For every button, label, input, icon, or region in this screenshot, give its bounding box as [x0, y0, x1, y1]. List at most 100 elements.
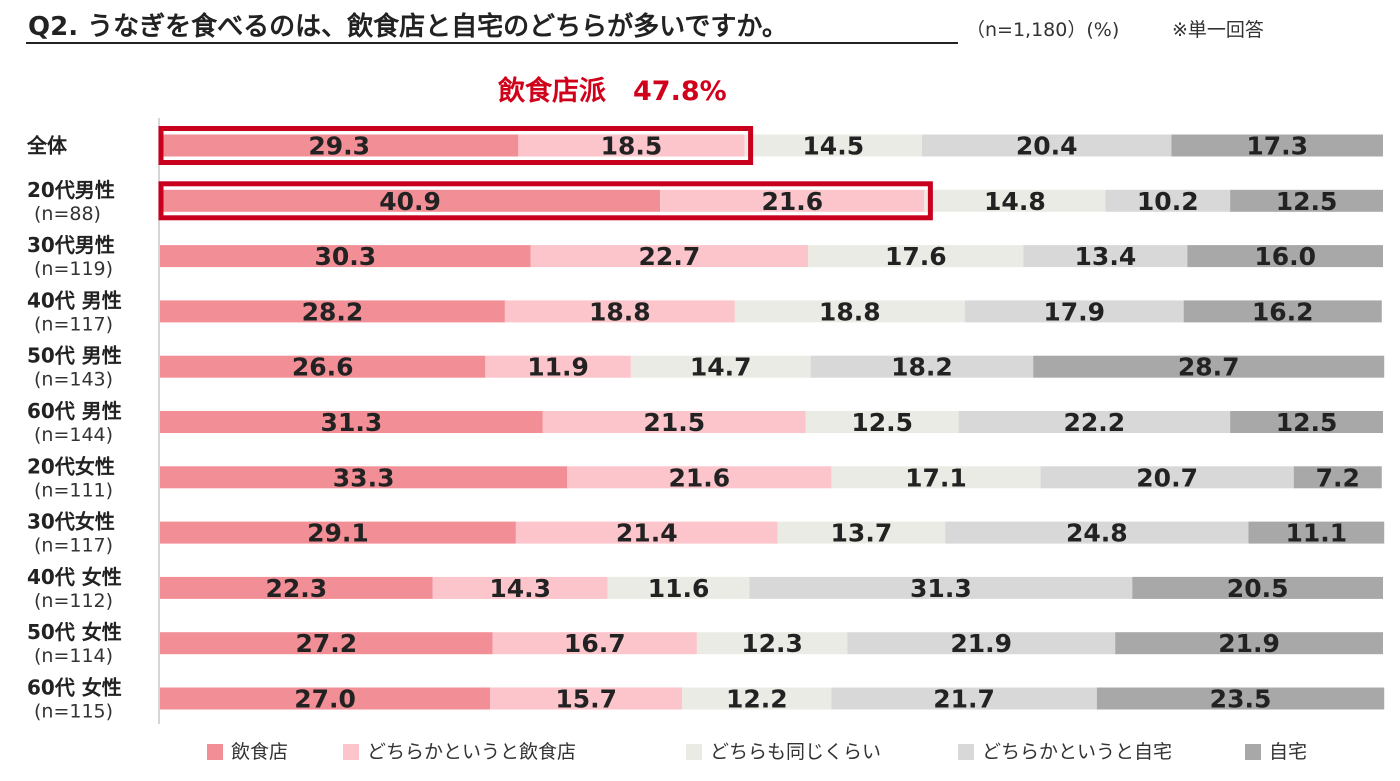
- bar-segment: [1096, 687, 1385, 710]
- bar-segment: [964, 300, 1184, 323]
- bar-segment: [490, 687, 683, 710]
- bar-segment: [805, 411, 959, 433]
- category-sample-size: (n=117): [34, 313, 113, 335]
- category-label: 60代 女性: [27, 676, 122, 700]
- bar-segment: [660, 189, 925, 212]
- bar-value-label: 14.3: [489, 574, 551, 603]
- bar-value-label: 12.3: [741, 629, 803, 658]
- bar-value-label: 18.5: [601, 132, 663, 161]
- bar-segment: [1105, 189, 1231, 212]
- bar-value-label: 13.4: [1075, 242, 1137, 271]
- bar-segment: [492, 632, 697, 655]
- bar-value-label: 28.7: [1178, 353, 1240, 382]
- bar-segment: [432, 576, 608, 599]
- category-label: 50代 女性: [27, 620, 122, 644]
- bar-segment: [1187, 245, 1383, 268]
- category-label: 全体: [26, 134, 68, 158]
- bar-value-label: 20.7: [1136, 463, 1198, 492]
- legend-label: どちらかというと飲食店: [367, 741, 576, 763]
- bar-value-label: 30.3: [314, 242, 376, 271]
- bar-value-label: 26.6: [292, 353, 354, 382]
- bar-segment: [542, 411, 806, 433]
- sample-size: （n=1,180）(%): [966, 19, 1119, 41]
- legend-label: どちらも同じくらい: [710, 741, 881, 763]
- bar-segment: [831, 466, 1041, 489]
- legend-swatch: [207, 744, 223, 760]
- bar-segment: [485, 355, 631, 378]
- bar-segment: [160, 632, 493, 655]
- bar-segment: [1183, 300, 1382, 323]
- category-sample-size: (n=111): [34, 479, 113, 501]
- answer-note: ※単一回答: [1172, 19, 1264, 41]
- bar-value-label: 23.5: [1210, 685, 1272, 714]
- bar-value-label: 21.4: [616, 519, 678, 548]
- bar-segment: [160, 355, 486, 378]
- bar-value-label: 11.1: [1286, 519, 1348, 548]
- bar-segment: [518, 134, 745, 157]
- bar-segment: [831, 687, 1097, 710]
- bar-segment: [924, 189, 1106, 212]
- bar-value-label: 28.2: [302, 297, 364, 326]
- bar-value-label: 29.1: [307, 519, 369, 548]
- bar-segment: [1023, 245, 1188, 268]
- bar-segment: [160, 245, 531, 268]
- bar-segment: [921, 134, 1172, 157]
- legend-label: どちらかというと自宅: [982, 741, 1172, 763]
- bar-value-label: 21.5: [643, 408, 705, 437]
- bar-value-label: 21.7: [933, 685, 995, 714]
- bar-value-label: 17.3: [1246, 132, 1308, 161]
- bar-value-label: 31.3: [910, 574, 972, 603]
- bar-segment: [744, 134, 922, 157]
- bar-segment: [958, 411, 1231, 433]
- bar-value-label: 29.3: [308, 132, 370, 161]
- bar-segment: [945, 521, 1249, 544]
- question-title: Q2. うなぎを食べるのは、飲食店と自宅のどちらが多いですか。: [28, 11, 788, 42]
- legend-label: 自宅: [1269, 741, 1307, 763]
- bar-value-label: 22.3: [266, 574, 328, 603]
- bar-segment: [607, 576, 750, 599]
- bar-segment: [160, 521, 516, 544]
- category-sample-size: (n=117): [34, 535, 113, 557]
- bar-value-label: 16.0: [1254, 242, 1316, 271]
- legend-swatch: [1245, 744, 1261, 760]
- bar-segment: [810, 355, 1034, 378]
- bar-value-label: 21.9: [1218, 629, 1280, 658]
- category-sample-size: (n=143): [34, 369, 113, 391]
- bar-value-label: 17.1: [905, 463, 967, 492]
- legend-swatch: [686, 744, 702, 760]
- bar-value-label: 20.4: [1016, 132, 1078, 161]
- bar-segment: [160, 466, 568, 489]
- bar-value-label: 24.8: [1066, 519, 1128, 548]
- bar-segment: [1040, 466, 1294, 489]
- bar-segment: [682, 687, 832, 710]
- bar-segment: [1132, 576, 1383, 599]
- bar-segment: [777, 521, 946, 544]
- restaurant-group-highlight-box: [158, 181, 933, 221]
- bar-value-label: 16.7: [564, 629, 626, 658]
- bar-segment: [696, 632, 848, 655]
- category-sample-size: (n=119): [34, 258, 113, 280]
- bar-value-label: 11.6: [648, 574, 710, 603]
- category-label: 20代女性: [27, 454, 115, 478]
- bar-value-label: 13.7: [831, 519, 893, 548]
- category-label: 40代 男性: [27, 288, 122, 312]
- bar-value-label: 18.2: [891, 353, 953, 382]
- bar-value-label: 20.5: [1227, 574, 1289, 603]
- bar-value-label: 21.6: [668, 463, 730, 492]
- bar-segment: [160, 300, 505, 323]
- bar-segment: [1230, 411, 1383, 433]
- bar-segment: [530, 245, 809, 268]
- bar-value-label: 16.2: [1252, 297, 1314, 326]
- category-label: 40代 女性: [27, 565, 122, 589]
- bar-value-label: 11.9: [527, 353, 589, 382]
- legend: 飲食店 どちらかというと飲食店 どちらも同じくらい どちらかというと自宅 自宅: [207, 741, 1307, 763]
- bar-value-label: 33.3: [333, 463, 395, 492]
- category-label: 30代女性: [27, 510, 115, 534]
- bar-segment: [1171, 134, 1383, 157]
- category-sample-size: (n=114): [34, 645, 113, 667]
- bar-segment: [160, 411, 543, 433]
- legend-label: 飲食店: [231, 741, 288, 763]
- bar-value-label: 27.0: [294, 685, 356, 714]
- bar-segment: [734, 300, 965, 323]
